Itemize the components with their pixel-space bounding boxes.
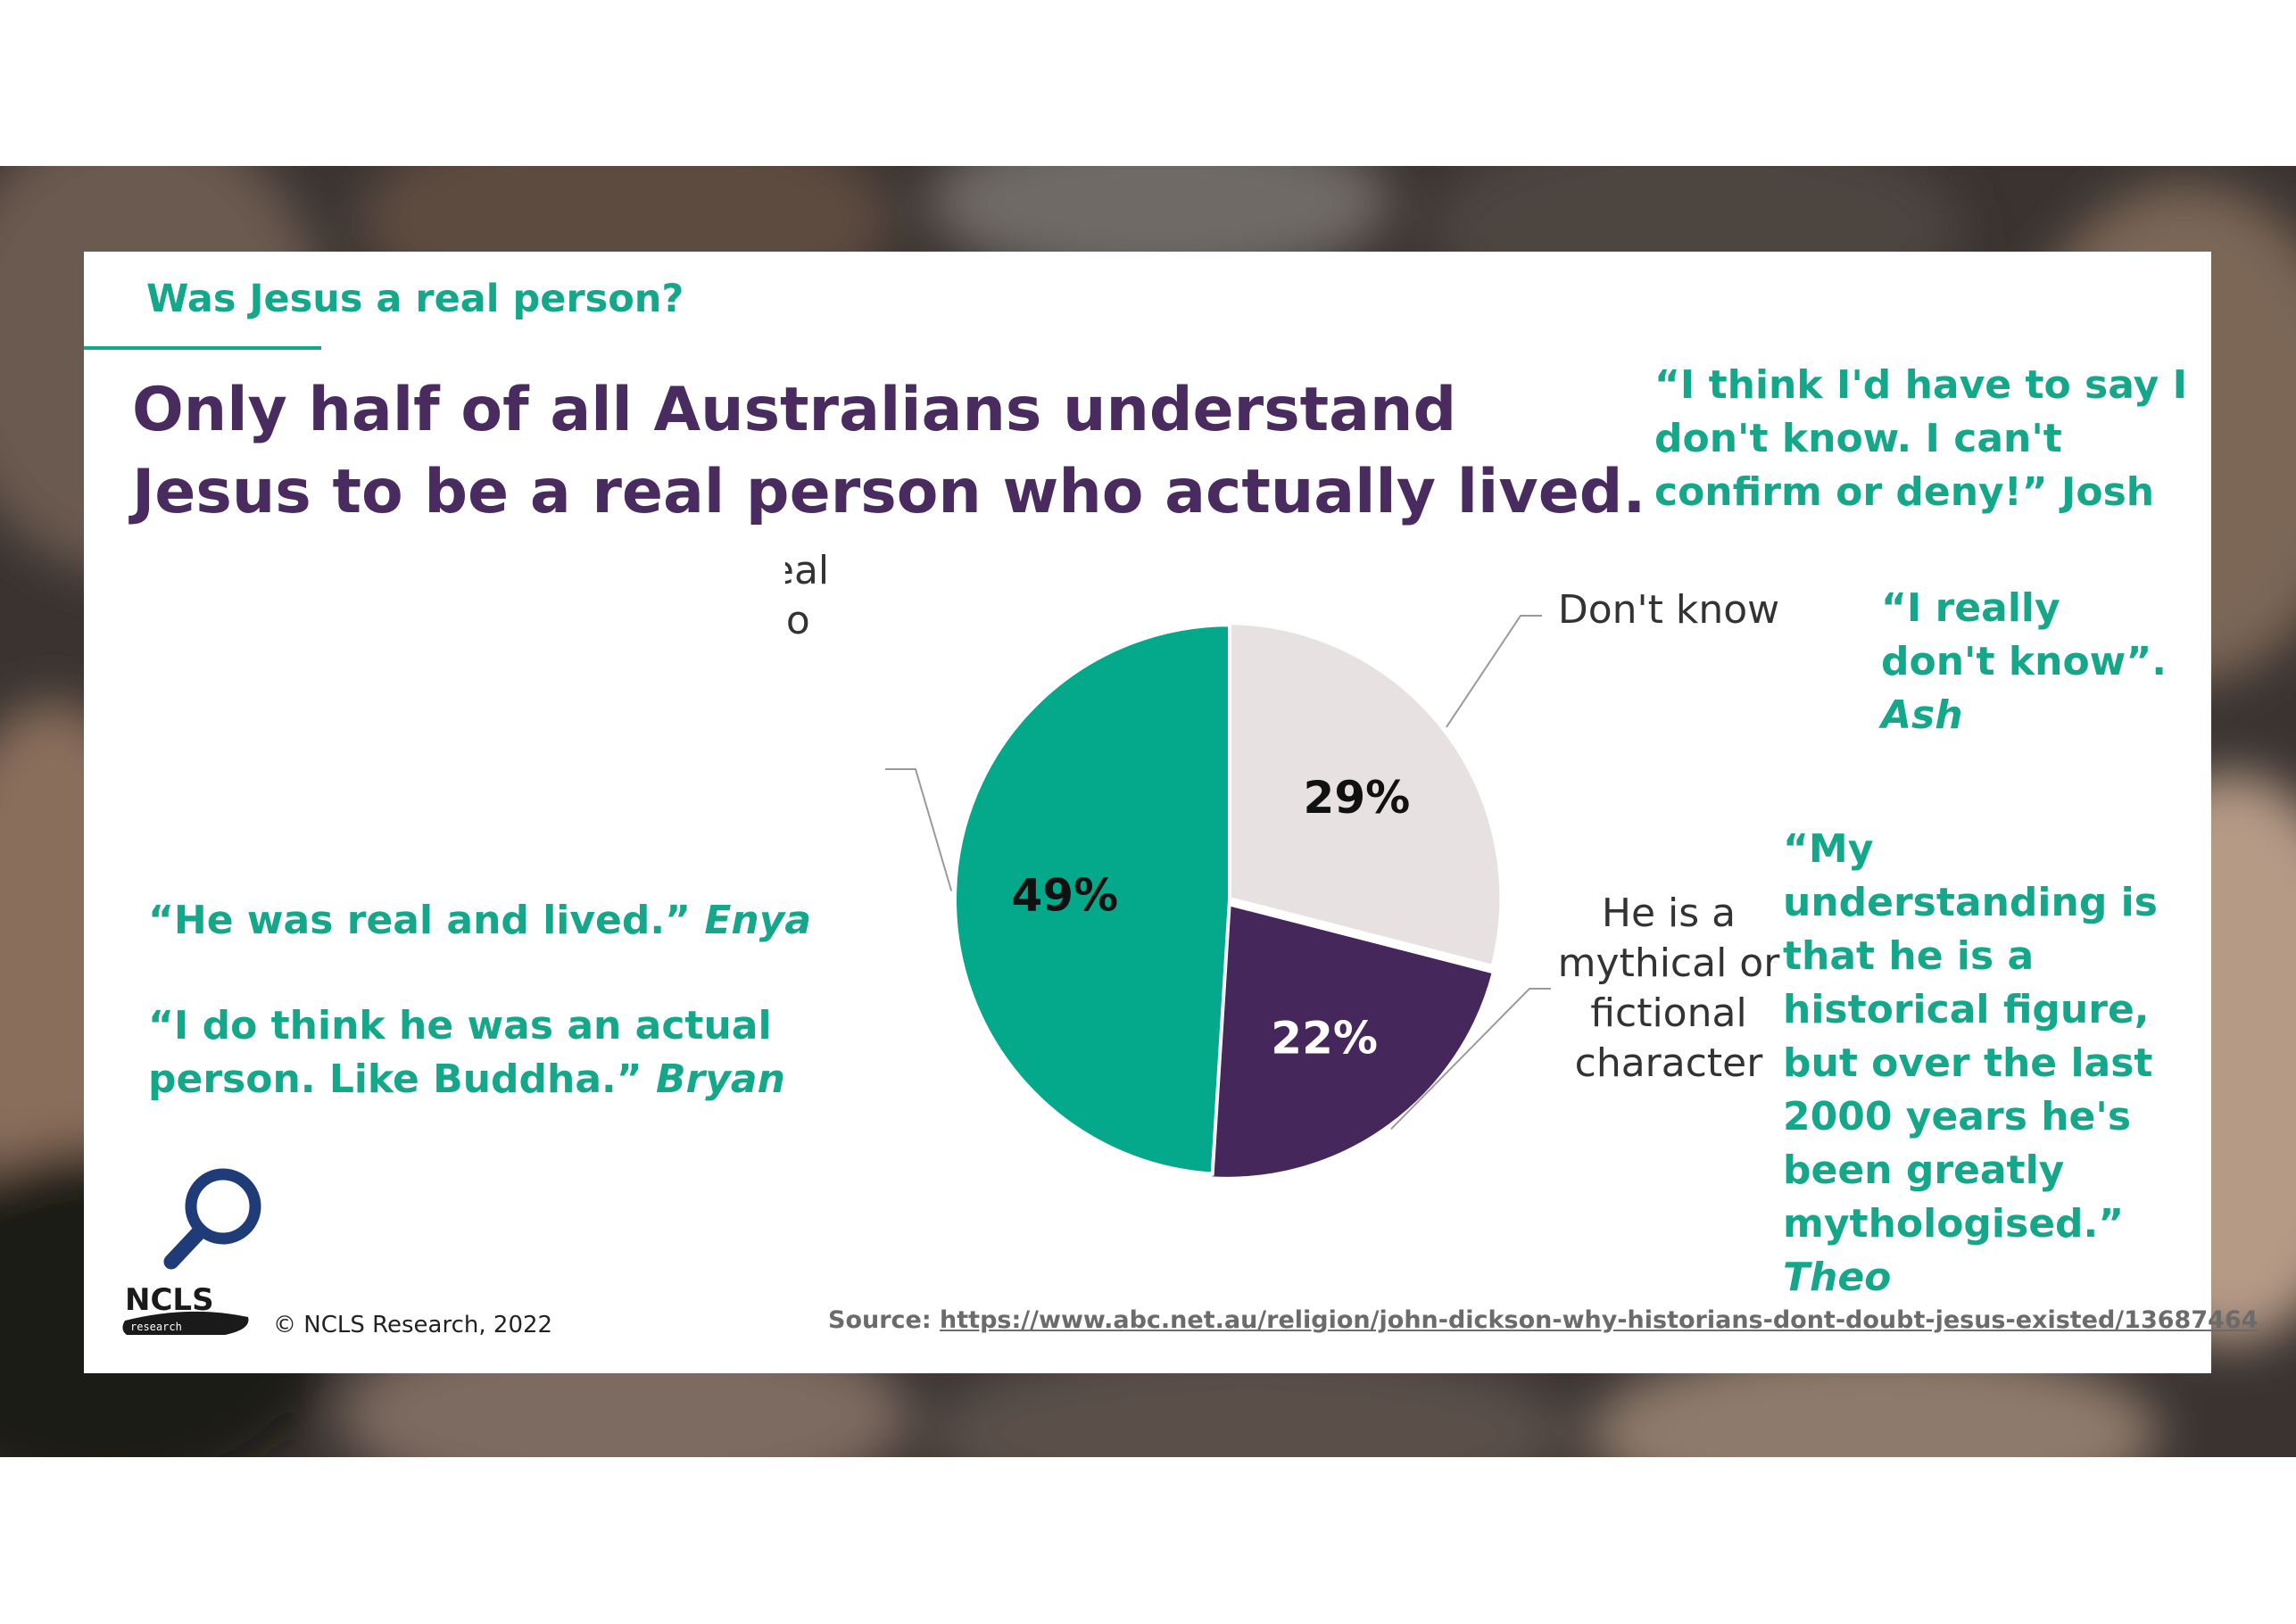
quote-author: Ash xyxy=(1881,692,1963,738)
slide-card: Was Jesus a real person? Only half of al… xyxy=(84,252,2258,1373)
quote-text: “My understanding is that he is a histor… xyxy=(1783,826,2158,1247)
source-citation: Source: https://www.abc.net.au/religion/… xyxy=(828,1306,2258,1334)
pie-chart: 29% 22% 49% Don't know He is a mythical or fi… xyxy=(785,548,1781,1181)
copyright-text: © NCLS Research, 2022 xyxy=(273,1312,553,1338)
slice-leader-line xyxy=(1390,988,1551,1130)
logo-text: NCLS xyxy=(125,1282,214,1318)
quote-ash: “I really don't know”. Ash xyxy=(1881,582,2176,742)
quote-author: Theo xyxy=(1783,1255,1892,1300)
ncls-logo: NCLS research xyxy=(122,1282,249,1335)
kicker-underline xyxy=(84,346,321,350)
quote-author: Josh xyxy=(2047,469,2155,515)
quote-josh: “I think I'd have to say I don't know. I… xyxy=(1654,359,2208,519)
slice-value-label: 29% xyxy=(1304,772,1411,824)
quote-bryan: “I do think he was an actual person. Lik… xyxy=(148,999,951,1106)
slice-leader-line xyxy=(885,768,953,891)
slice-category-label: He is a mythical or fictional character xyxy=(1558,891,1781,1086)
source-label: Source: xyxy=(828,1306,941,1334)
source-link[interactable]: https://www.abc.net.au/religion/john-dic… xyxy=(940,1306,2259,1334)
quote-author: Bryan xyxy=(656,1056,785,1102)
quote-text: “I do think he was an actual person. Lik… xyxy=(148,1003,772,1102)
slice-value-label: 22% xyxy=(1271,1012,1378,1064)
logo-subtext: research xyxy=(130,1321,182,1333)
quote-text: “I think I'd have to say I don't know. I… xyxy=(1654,362,2187,515)
quote-text: “He was real and lived.” xyxy=(148,898,705,943)
slice-leader-line xyxy=(1446,615,1542,728)
slide-kicker: Was Jesus a real person? xyxy=(146,277,684,321)
pie-slice xyxy=(1224,621,1504,969)
magnifier-icon xyxy=(163,1168,261,1270)
slice-value-label: 49% xyxy=(1011,869,1118,921)
slice-category-label: Don't know xyxy=(1558,587,1779,633)
pie-slice xyxy=(1208,901,1496,1181)
pie-slice xyxy=(953,623,1231,1176)
quote-author: Enya xyxy=(704,898,812,943)
quote-enya: “He was real and lived.” Enya xyxy=(148,894,951,948)
slide-headline: Only half of all Australians understand … xyxy=(132,375,1646,527)
quote-theo: “My understanding is that he is a histor… xyxy=(1783,823,2202,1305)
quote-text: “I really don't know”. xyxy=(1881,585,2167,684)
